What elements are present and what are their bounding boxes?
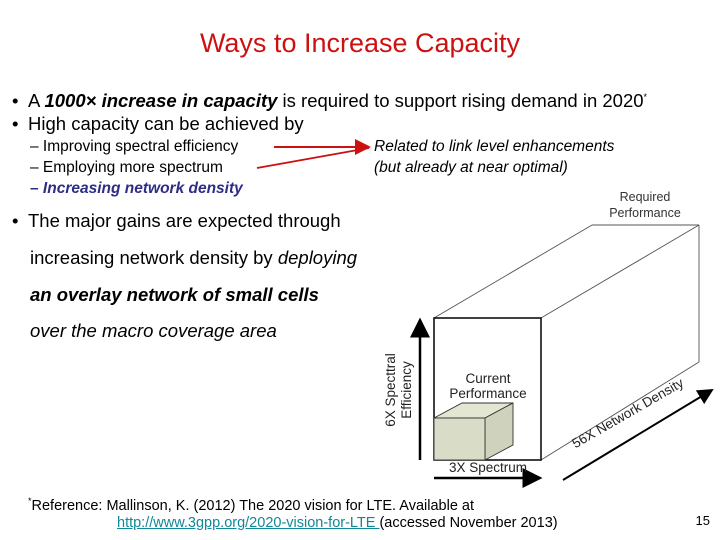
x-axis-label: 3X Spectrum <box>449 460 527 475</box>
reference-link[interactable]: http://www.3gpp.org/2020-vision-for-LTE <box>117 515 380 531</box>
red-arrows <box>256 139 371 169</box>
gains-line-3: an overlay network of small cells <box>30 284 319 305</box>
subbullet-more-spectrum: – Employing more spectrum <box>30 159 223 176</box>
reference-line-2: http://www.3gpp.org/2020-vision-for-LTE … <box>117 515 558 531</box>
bullet-dot: • <box>12 113 19 134</box>
gains-line-4: over the macro coverage area <box>30 320 277 341</box>
reference-line-1: *Reference: Mallinson, K. (2012) The 202… <box>28 496 475 514</box>
page-number: 15 <box>695 513 710 528</box>
bullet-high-capacity: • High capacity can be achieved by <box>12 113 304 134</box>
bullet-1000x: • A 1000× increase in capacity is require… <box>12 90 648 111</box>
current-performance-cube <box>433 402 514 461</box>
current-label-1: Current <box>465 371 510 386</box>
y-axis-label-1: 6X Specttral <box>383 353 398 427</box>
subbullet-network-density: – Increasing network density <box>30 180 243 197</box>
current-label-2: Performance <box>449 386 526 401</box>
bullet-dot: • <box>12 210 19 231</box>
y-axis-label-2: Efficiency <box>399 361 414 419</box>
required-label-2: Performance <box>609 206 681 220</box>
bullet-major-gains: • The major gains are expected through <box>12 210 341 231</box>
annotation-near-optimal: (but already at near optimal) <box>374 159 568 176</box>
annotation-link-level: Related to link level enhancements <box>374 138 615 155</box>
bullet-dot: • <box>12 90 19 111</box>
slide-title: Ways to Increase Capacity <box>199 28 521 58</box>
gains-line-2: increasing network density by deploying <box>30 247 358 268</box>
z-axis-arrow <box>562 388 714 481</box>
required-performance-box <box>433 224 700 461</box>
emphasis-1000x: 1000× increase in capacity <box>44 90 278 111</box>
subbullet-spectral-efficiency: – Improving spectral efficiency <box>30 138 239 155</box>
required-label-1: Required <box>620 190 671 204</box>
